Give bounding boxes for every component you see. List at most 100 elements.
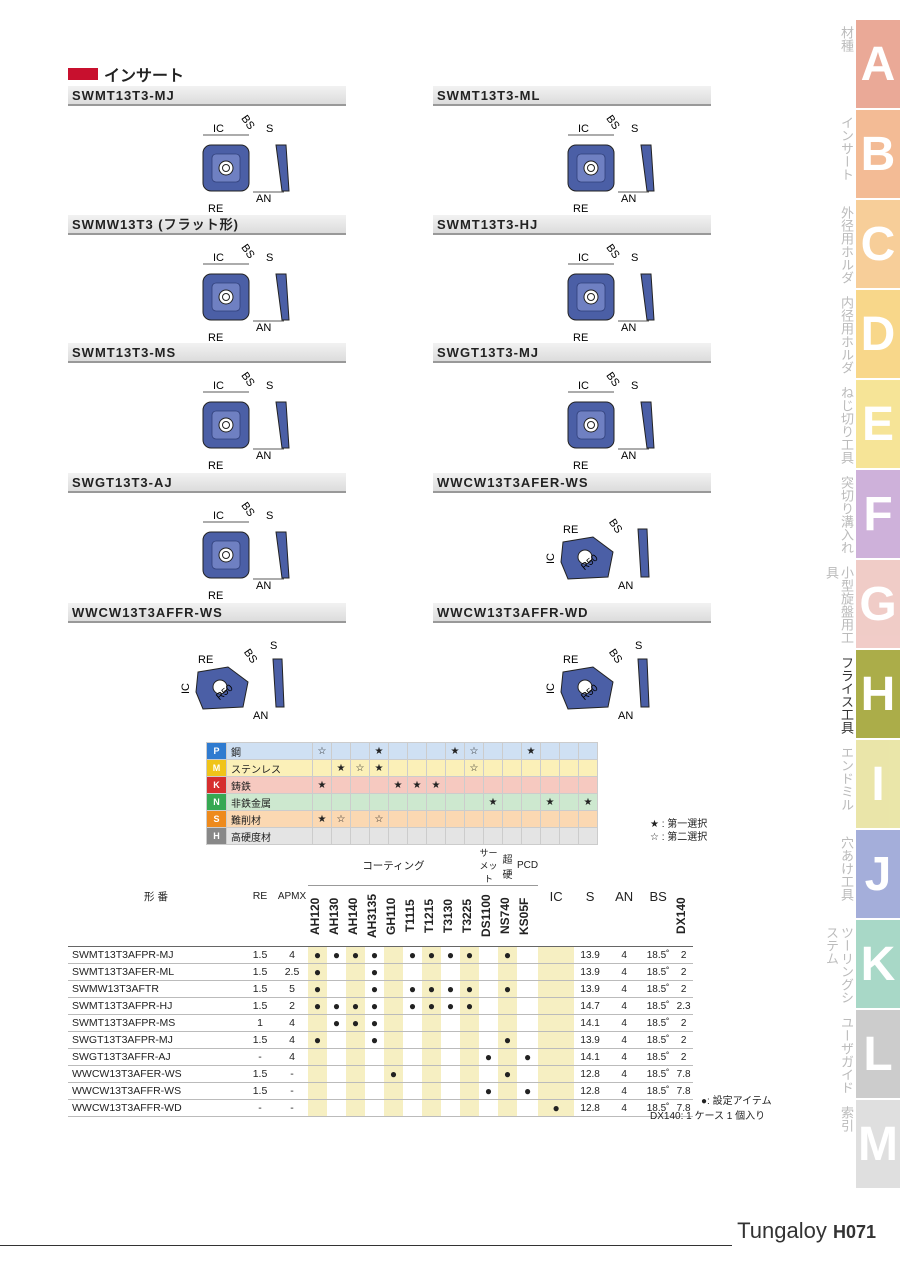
insert-drawing: IC BS S AN RE	[158, 367, 328, 482]
cell-bs: 2	[674, 1014, 694, 1032]
cell-mark	[327, 1048, 346, 1066]
side-tab-letter: A	[856, 20, 900, 108]
cell-mark: ●	[365, 1014, 384, 1032]
grade-mark	[502, 742, 522, 760]
side-tab-b[interactable]: インサート B	[829, 110, 900, 198]
grade-mark	[502, 810, 522, 828]
dim-s: S	[631, 380, 638, 392]
col-re: RE	[244, 846, 276, 947]
dim-s: S	[266, 252, 273, 264]
side-tab-g[interactable]: 小型旋盤用工具 G	[823, 560, 900, 648]
cell-mark: ●	[403, 980, 422, 998]
cell-mark: ●	[327, 1014, 346, 1032]
cell-model: WWCW13T3AFFR-WD	[68, 1099, 244, 1117]
cell-bs: 2	[674, 1048, 694, 1066]
grade-mark: ★	[483, 793, 503, 811]
side-tab-letter: F	[856, 470, 900, 558]
cell-s: 4	[606, 1048, 643, 1066]
side-tab-f[interactable]: 突切り溝入れ F	[829, 470, 900, 558]
side-tab-a[interactable]: 材種 A	[829, 20, 900, 108]
side-tab-l[interactable]: ユーザガイド L	[829, 1010, 900, 1098]
grade-mark	[350, 793, 370, 811]
side-tab-d[interactable]: 内径用ホルダ D	[829, 290, 900, 378]
grade-mark	[350, 810, 370, 828]
product-label: WWCW13T3AFFR-WS	[68, 603, 346, 623]
col-apmx: APMX	[276, 846, 308, 947]
cell-mark	[403, 963, 422, 981]
cell-mark	[460, 1031, 479, 1049]
grade-mark	[502, 793, 522, 811]
grade-mark	[540, 759, 560, 777]
grade-mark	[483, 776, 503, 794]
cell-mark	[517, 1014, 539, 1032]
grade-mark	[559, 776, 579, 794]
cell-mark	[327, 1082, 346, 1100]
side-tab-k[interactable]: ツーリングシステム K	[823, 920, 900, 1008]
cell-re: 1.5	[244, 1031, 276, 1049]
cell-bs: 2	[674, 980, 694, 998]
grade-mark	[540, 810, 560, 828]
cell-mark	[460, 1014, 479, 1032]
cell-mark	[517, 1099, 539, 1117]
grade-mark	[502, 759, 522, 777]
grade-mark	[426, 742, 446, 760]
grade-mark	[559, 759, 579, 777]
grade-mark	[464, 776, 484, 794]
dim-s: S	[631, 123, 638, 135]
grade-mark: ☆	[331, 810, 351, 828]
grade-mark	[445, 810, 465, 828]
cell-mark	[365, 1099, 384, 1117]
side-tab-letter: I	[856, 740, 900, 828]
grade-mark	[331, 742, 351, 760]
cell-mark	[308, 1099, 327, 1117]
side-tab-h[interactable]: フライス工具 H	[829, 650, 900, 738]
grade-mark: ★	[578, 793, 598, 811]
cell-an: 18.5˚	[642, 1082, 675, 1100]
cell-mark	[346, 1065, 365, 1083]
cell-model: SWMT13T3AFER-ML	[68, 963, 244, 981]
dim-bs: BS	[238, 500, 256, 519]
grade-mark	[445, 793, 465, 811]
side-tab-i[interactable]: エンドミル I	[829, 740, 900, 828]
cell-mark	[308, 1014, 327, 1032]
cell-re: 1.5	[244, 1065, 276, 1083]
dim-s: S	[635, 640, 642, 652]
side-tab-label: 材種	[838, 26, 853, 52]
grade-mark: ★	[445, 742, 465, 760]
cell-s: 4	[606, 1031, 643, 1049]
cell-mark	[384, 963, 403, 981]
section-marker	[68, 68, 98, 80]
cell-mark	[460, 1099, 479, 1117]
grade-material-table: P 鋼 ☆ ★ ★ ☆ ★ M ステンレス ★ ☆ ★ ☆ K 鋳鉄 ★ ★ ★ ★ N 非鉄金属 ★ ★ ★ S 難削材 ★ ☆ ☆ H…	[206, 742, 598, 845]
grade-col-header: T3130	[441, 885, 460, 947]
grade-col-header: AH130	[327, 885, 346, 947]
side-tab-e[interactable]: ねじ切り工具 E	[829, 380, 900, 468]
cell-mark	[422, 1014, 441, 1032]
table-row: WWCW13T3AFER-WS 1.5- ● ● 12.8 4 18.5˚ 7.8	[68, 1065, 694, 1083]
side-tab-m[interactable]: 索引 M	[829, 1100, 900, 1188]
dim-an: AN	[256, 450, 271, 462]
grade-mark: ★	[331, 759, 351, 777]
cell-mark: ●	[498, 980, 517, 998]
cell-mark	[538, 1082, 575, 1100]
cell-mark	[403, 1031, 422, 1049]
dim-re: RE	[563, 654, 578, 666]
dim-ic: IC	[213, 380, 224, 392]
cell-mark	[308, 1065, 327, 1083]
side-tab-label: インサート	[838, 116, 853, 181]
side-tab-letter: M	[856, 1100, 900, 1188]
side-tab-c[interactable]: 外径用ホルダ C	[829, 200, 900, 288]
material-row: H 高硬度材	[206, 827, 598, 845]
cell-mark	[460, 963, 479, 981]
cell-s: 4	[606, 980, 643, 998]
side-tab-j[interactable]: 穴あけ工具 J	[829, 830, 900, 918]
cell-mark: ●	[441, 997, 460, 1015]
grade-mark	[445, 827, 465, 845]
grade-mark	[388, 793, 408, 811]
grade-mark	[521, 776, 541, 794]
grade-mark	[464, 810, 484, 828]
col-an: AN	[606, 846, 643, 947]
cell-mark: ●	[460, 980, 479, 998]
cell-mark: ●	[422, 980, 441, 998]
cell-mark	[479, 1014, 498, 1032]
